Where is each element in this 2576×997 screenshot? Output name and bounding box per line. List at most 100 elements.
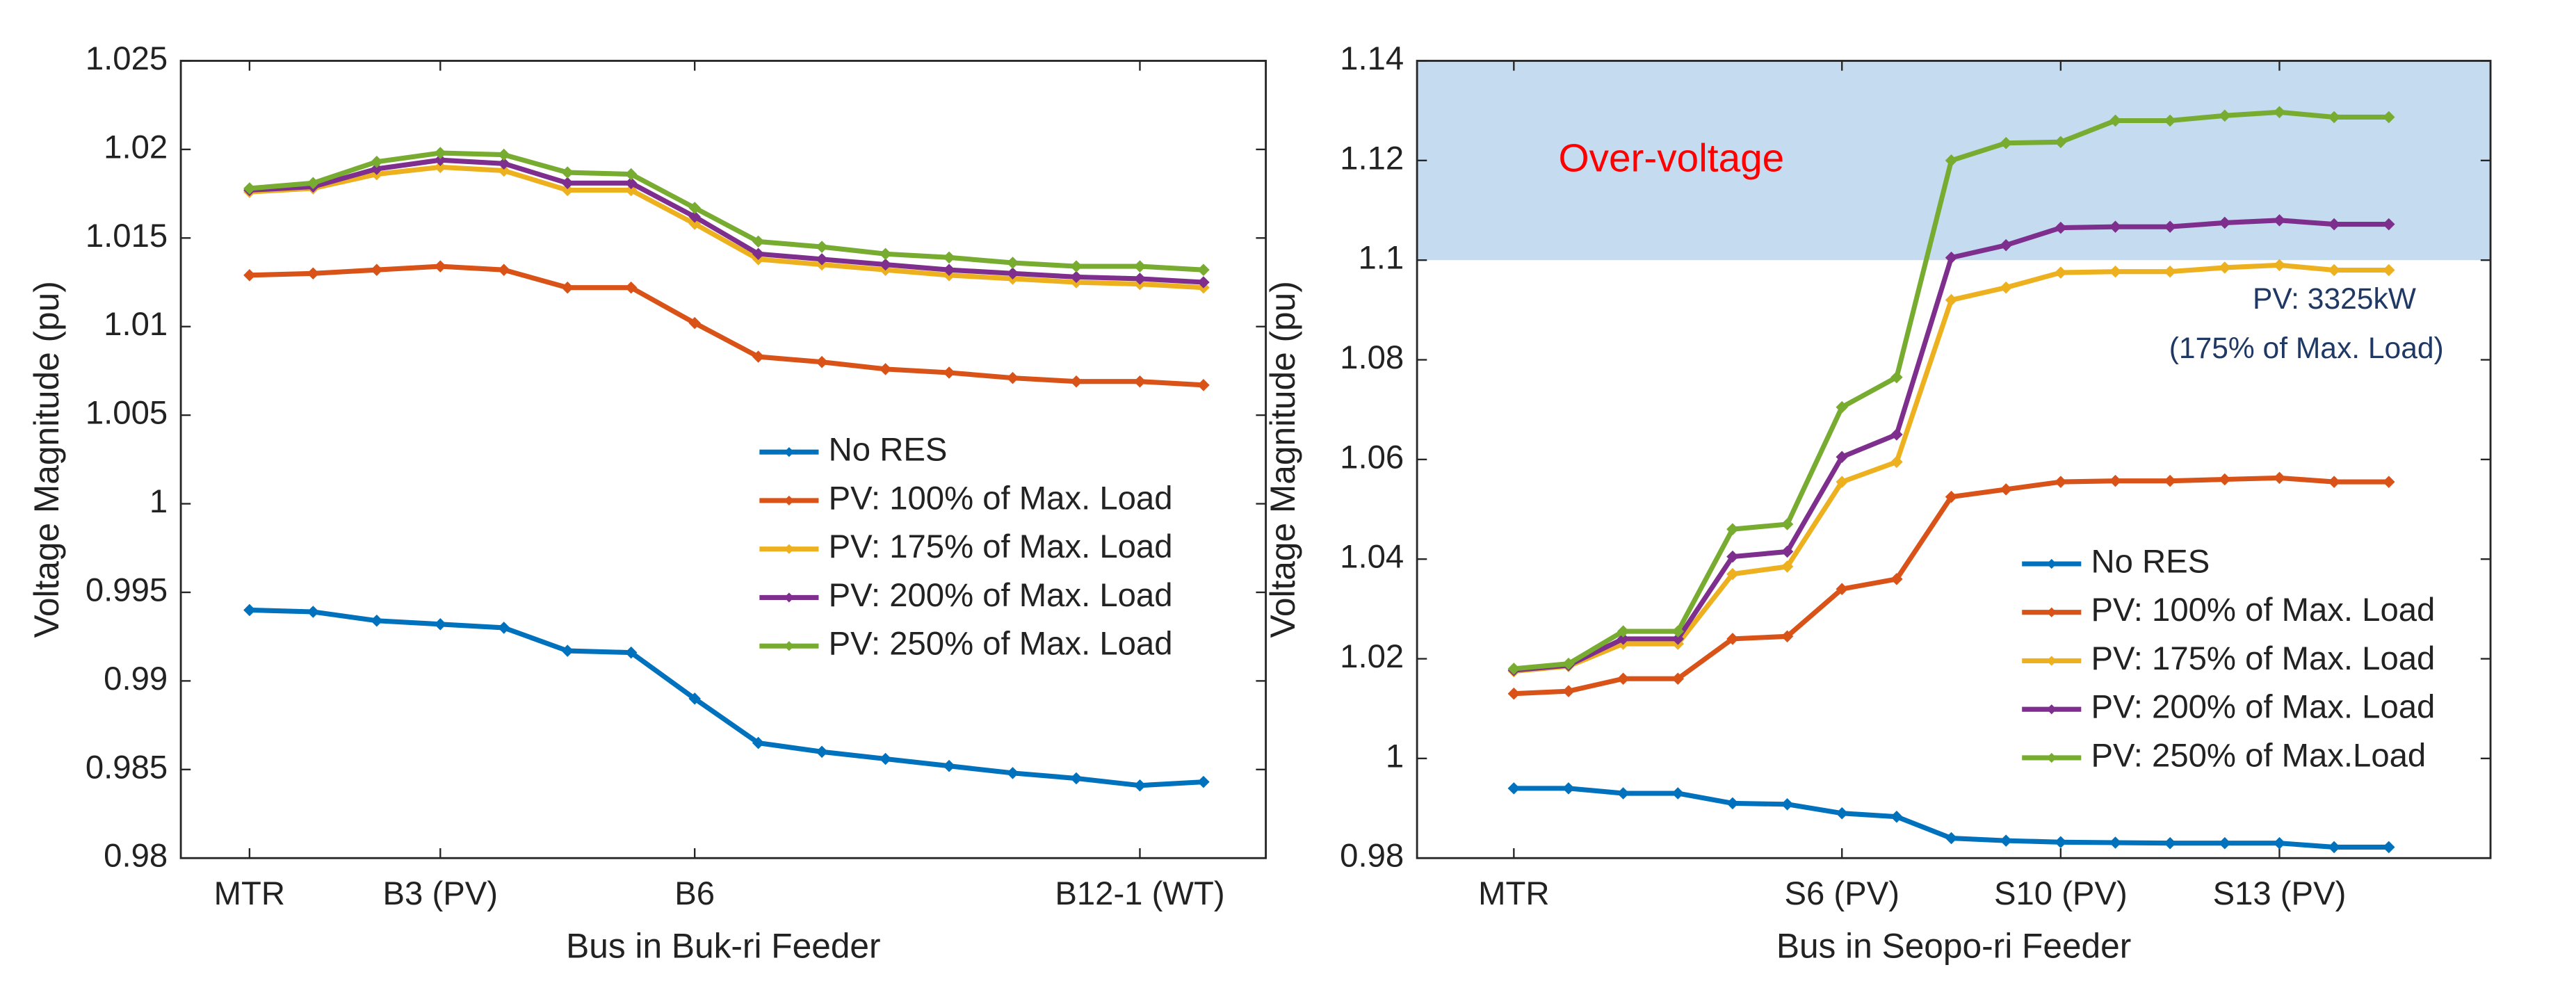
point-marker <box>307 606 320 618</box>
y-tick-label: 0.99 <box>104 660 168 697</box>
point-marker <box>624 168 638 181</box>
point-marker <box>2273 214 2286 227</box>
point-marker <box>1836 806 1848 820</box>
point-marker <box>1945 154 1958 167</box>
point-marker <box>2055 221 2067 234</box>
y-tick-label: 1 <box>149 483 168 520</box>
legend-marker <box>784 495 795 506</box>
x-tick-label: S6 (PV) <box>1784 875 1899 912</box>
point-marker <box>2055 266 2067 279</box>
point-marker <box>1671 625 1685 638</box>
y-axis-label: Voltage Magnitude (pu) <box>27 281 66 638</box>
point-marker <box>2382 218 2395 231</box>
point-marker <box>1726 550 1739 563</box>
point-marker <box>2328 476 2340 488</box>
point-marker <box>1070 375 1083 388</box>
legend-label: PV: 100% of Max. Load <box>829 480 1173 517</box>
point-marker <box>243 603 256 617</box>
x-tick-label: S10 (PV) <box>1994 875 2128 912</box>
point-marker <box>2109 474 2122 487</box>
x-tick-label: B6 <box>674 875 715 912</box>
point-marker <box>2382 841 2395 854</box>
point-marker <box>2273 259 2286 272</box>
point-marker <box>2055 836 2067 849</box>
point-marker <box>943 759 955 772</box>
point-marker <box>943 264 955 276</box>
y-tick-label: 1.1 <box>1358 240 1404 277</box>
point-marker <box>752 350 765 363</box>
point-marker <box>1562 685 1575 697</box>
point-marker <box>1133 779 1147 792</box>
point-marker <box>434 618 447 631</box>
point-marker <box>1617 787 1630 800</box>
point-marker <box>1890 573 1903 585</box>
legend-marker <box>2046 558 2057 569</box>
point-marker <box>1781 798 1794 811</box>
point-marker <box>879 363 892 375</box>
y-tick-label: 0.985 <box>86 749 168 786</box>
point-marker <box>688 316 701 330</box>
point-marker <box>1671 633 1685 645</box>
point-marker <box>2109 114 2122 127</box>
point-marker <box>2273 471 2286 485</box>
point-marker <box>1133 260 1147 273</box>
point-marker <box>2055 476 2067 488</box>
point-marker <box>624 281 638 294</box>
point-marker <box>2219 836 2231 850</box>
legend-marker <box>2046 607 2057 617</box>
series-line <box>249 607 1204 788</box>
y-tick-label: 1.005 <box>86 395 168 432</box>
point-marker <box>371 264 383 276</box>
point-marker <box>688 218 701 230</box>
point-marker <box>2382 476 2395 488</box>
point-marker <box>243 269 256 282</box>
point-marker <box>688 210 701 223</box>
point-marker <box>1945 251 1958 264</box>
point-marker <box>434 161 447 174</box>
point-marker <box>1006 371 1019 384</box>
point-marker <box>561 166 574 179</box>
point-marker <box>1562 657 1575 670</box>
point-marker <box>1836 400 1848 414</box>
point-marker <box>497 622 510 634</box>
point-marker <box>561 281 574 294</box>
series-line <box>249 157 1204 285</box>
x-tick-label: MTR <box>214 875 285 912</box>
point-marker <box>2164 836 2176 850</box>
point-marker <box>2328 111 2340 124</box>
point-marker <box>1006 767 1019 779</box>
point-marker <box>879 248 892 261</box>
point-marker <box>1006 257 1019 269</box>
point-marker <box>1945 832 1958 845</box>
point-marker <box>2000 281 2012 294</box>
point-marker <box>2382 111 2395 124</box>
annotation: PV: 3325kW <box>2253 282 2417 316</box>
point-marker <box>1945 293 1958 307</box>
point-marker <box>752 235 765 248</box>
point-marker <box>816 253 828 266</box>
point-marker <box>2328 264 2340 277</box>
point-marker <box>497 148 510 161</box>
point-marker <box>1890 810 1903 823</box>
point-marker <box>2000 136 2012 149</box>
point-marker <box>497 264 510 276</box>
x-tick-label: B3 (PV) <box>383 875 498 912</box>
point-marker <box>1507 782 1521 795</box>
point-marker <box>371 614 383 627</box>
point-marker <box>1617 672 1630 685</box>
x-tick-label: B12-1 (WT) <box>1055 875 1224 912</box>
point-marker <box>1781 560 1794 573</box>
y-tick-label: 0.995 <box>86 572 168 608</box>
point-marker <box>2109 220 2122 233</box>
point-marker <box>816 745 828 759</box>
point-marker <box>1781 545 1794 558</box>
legend-label: PV: 200% of Max. Load <box>2091 689 2436 726</box>
series-line <box>249 164 1204 291</box>
point-marker <box>624 646 638 659</box>
point-marker <box>752 248 765 261</box>
point-marker <box>2000 483 2012 496</box>
point-marker <box>816 241 828 253</box>
point-marker <box>371 155 383 168</box>
